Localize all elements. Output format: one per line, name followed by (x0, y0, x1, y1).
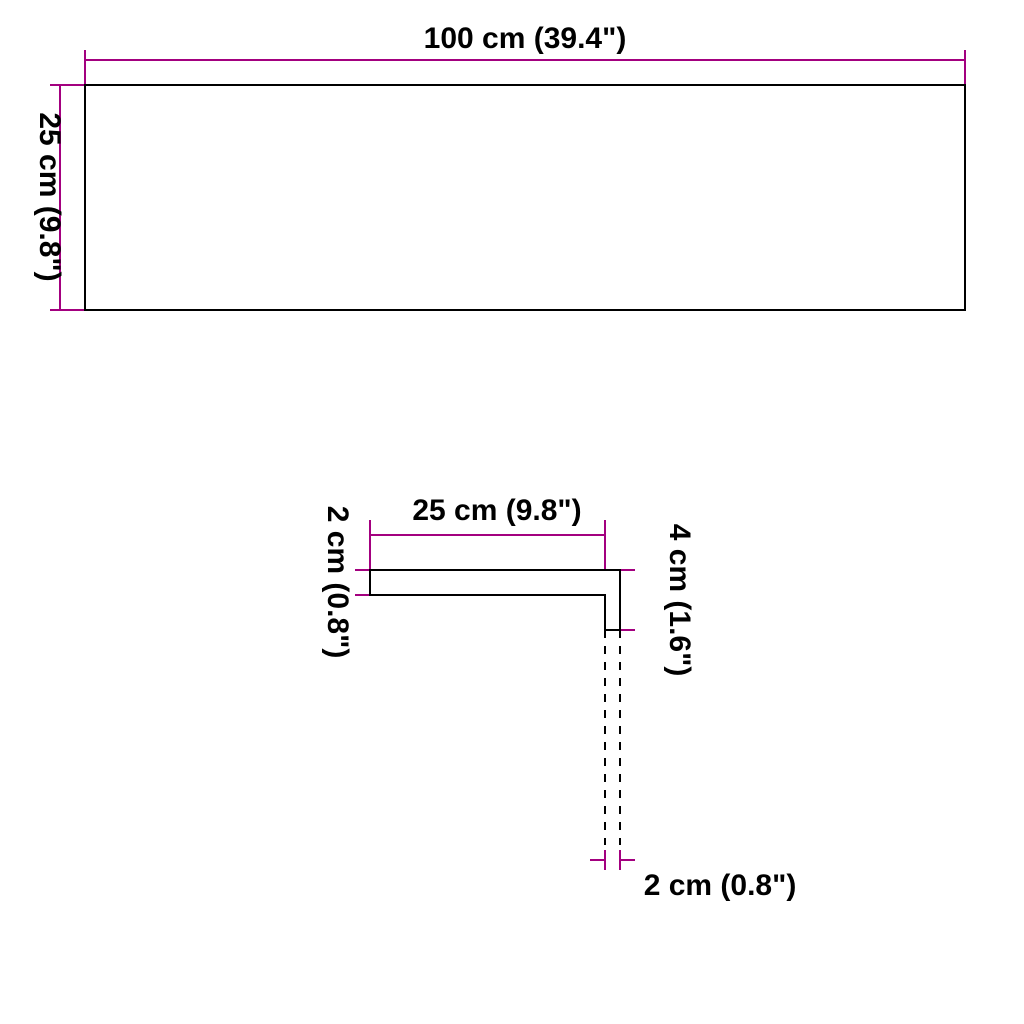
dim-label-top-width: 100 cm (39.4") (424, 22, 627, 55)
dim-label-profile-left-thickness: 2 cm (0.8") (321, 506, 354, 659)
top-view-rect (85, 85, 965, 310)
dim-label-profile-width: 25 cm (9.8") (412, 494, 581, 527)
dim-label-left-height: 25 cm (9.8") (33, 112, 66, 281)
profile-outline (370, 570, 620, 630)
dim-label-bottom-gap: 2 cm (0.8") (644, 869, 797, 902)
dim-label-profile-right-height: 4 cm (1.6") (663, 524, 696, 677)
